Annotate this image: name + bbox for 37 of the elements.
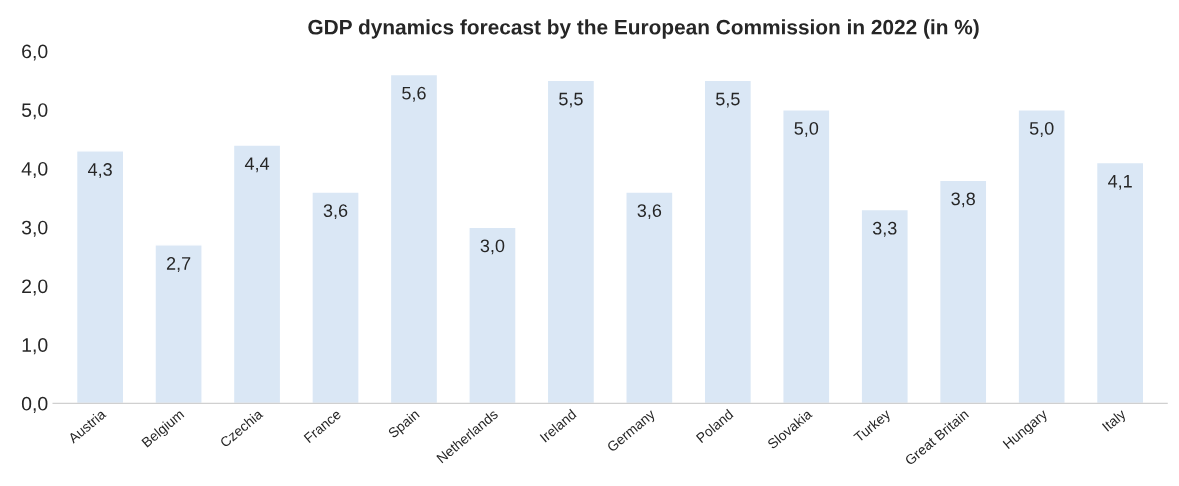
- y-tick-label: 1,0: [22, 338, 48, 355]
- bar: [389, 73, 439, 404]
- data-label: 5,6: [402, 86, 426, 102]
- bar: [625, 191, 674, 404]
- bar: [154, 244, 203, 404]
- data-label: 3,8: [951, 192, 975, 208]
- bar: [468, 226, 517, 404]
- data-label: 3,6: [323, 204, 348, 220]
- bar: [938, 179, 988, 404]
- bar: [232, 144, 282, 404]
- bar: [860, 208, 909, 404]
- data-label: 5,0: [1029, 121, 1054, 137]
- bar: [546, 79, 596, 404]
- bar: [782, 109, 831, 404]
- bar: [703, 79, 753, 404]
- y-tick-label: 4,0: [21, 161, 48, 179]
- data-label: 4,1: [1108, 175, 1132, 190]
- data-label: 3,0: [480, 239, 505, 255]
- y-tick-label: 6,0: [22, 44, 48, 61]
- bar: [1017, 109, 1066, 404]
- data-label: 3,6: [637, 204, 662, 220]
- data-label: 5,0: [794, 121, 819, 137]
- data-label: 5,5: [716, 92, 740, 108]
- y-tick-label: 3,0: [21, 220, 48, 237]
- data-label: 3,3: [872, 221, 897, 237]
- data-label: 5,5: [559, 92, 583, 108]
- y-tick-label: 0,0: [21, 396, 48, 413]
- chart-title: GDP dynamics forecast by the European Commission in 2022 (in %): [308, 19, 979, 39]
- y-tick-label: 2,0: [22, 279, 48, 296]
- bar: [75, 150, 125, 404]
- y-tick-label: 5,0: [21, 103, 48, 120]
- data-label: 2,7: [166, 257, 191, 272]
- data-label: 4,3: [88, 163, 112, 178]
- x-tick-label: Italy: [1101, 408, 1129, 434]
- bar: [1095, 161, 1145, 404]
- data-label: 4,4: [244, 157, 270, 173]
- bar: [311, 191, 360, 404]
